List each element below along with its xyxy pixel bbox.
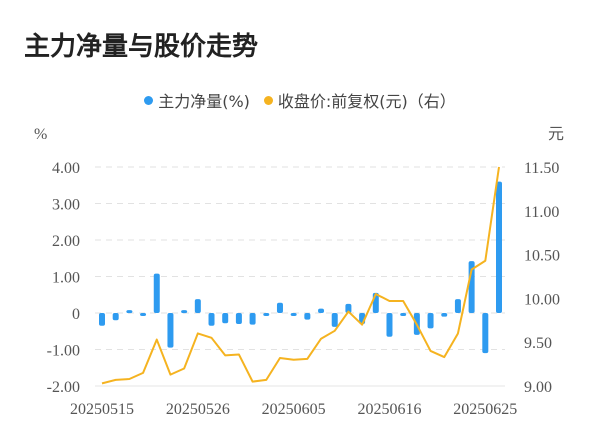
bar <box>249 313 256 325</box>
legend: 主力净量(%) 收盘价:前复权(元)（右） <box>0 88 600 112</box>
legend-dot-yellow-icon <box>263 95 273 105</box>
right-axis-tick: 11.00 <box>524 204 559 221</box>
bar <box>318 308 325 313</box>
left-axis-tick: 0 <box>72 306 80 323</box>
bar <box>194 299 201 313</box>
left-axis-unit: % <box>34 126 47 143</box>
legend-item-net-volume[interactable]: 主力净量(%) <box>144 88 250 112</box>
x-axis-tick: 20250526 <box>166 401 230 418</box>
left-axis-tick: 1.00 <box>52 270 80 287</box>
left-axis-tick: 2.00 <box>52 233 80 250</box>
bar <box>126 310 133 314</box>
bar <box>263 313 270 316</box>
bar <box>140 313 147 316</box>
bar <box>290 313 297 316</box>
left-axis-tick: -1.00 <box>47 343 80 360</box>
price-line <box>101 166 500 385</box>
bar <box>331 313 338 327</box>
bar <box>441 313 448 317</box>
bar <box>482 313 489 354</box>
bar <box>345 303 352 313</box>
legend-label: 主力净量(%) <box>158 92 250 111</box>
x-axis-tick: 20250515 <box>70 401 134 418</box>
bar <box>112 313 119 321</box>
bar <box>386 313 393 337</box>
x-axis-tick: 20250616 <box>357 401 421 418</box>
bar <box>153 273 160 313</box>
bar <box>235 313 242 324</box>
chart-title: 主力净量与股价走势 <box>24 32 259 62</box>
legend-dot-blue-icon <box>144 95 154 105</box>
left-axis-tick: -2.00 <box>47 379 80 396</box>
x-axis-tick: 20250605 <box>262 401 326 418</box>
x-axis-tick: 20250625 <box>453 401 517 418</box>
bar <box>427 313 434 329</box>
right-axis-tick: 11.50 <box>524 160 559 177</box>
right-axis-tick: 9.50 <box>524 335 552 352</box>
right-axis-unit: 元 <box>548 126 564 143</box>
right-axis-tick: 10.00 <box>524 291 560 308</box>
bar <box>222 313 229 324</box>
bar <box>208 313 215 326</box>
legend-label: 收盘价:前复权(元)（右） <box>277 92 456 111</box>
left-axis-tick: 4.00 <box>52 160 80 177</box>
right-axis-tick: 10.50 <box>524 248 560 265</box>
bar <box>496 181 502 313</box>
bar <box>454 299 461 313</box>
bar <box>304 313 311 320</box>
right-axis-tick: 9.00 <box>524 379 552 396</box>
bar <box>400 313 407 316</box>
legend-item-close-price[interactable]: 收盘价:前复权(元)（右） <box>263 88 456 112</box>
bar <box>167 313 174 348</box>
bar <box>181 310 188 314</box>
left-axis-tick: 3.00 <box>52 197 80 214</box>
bar <box>276 302 283 313</box>
bar <box>99 313 105 326</box>
